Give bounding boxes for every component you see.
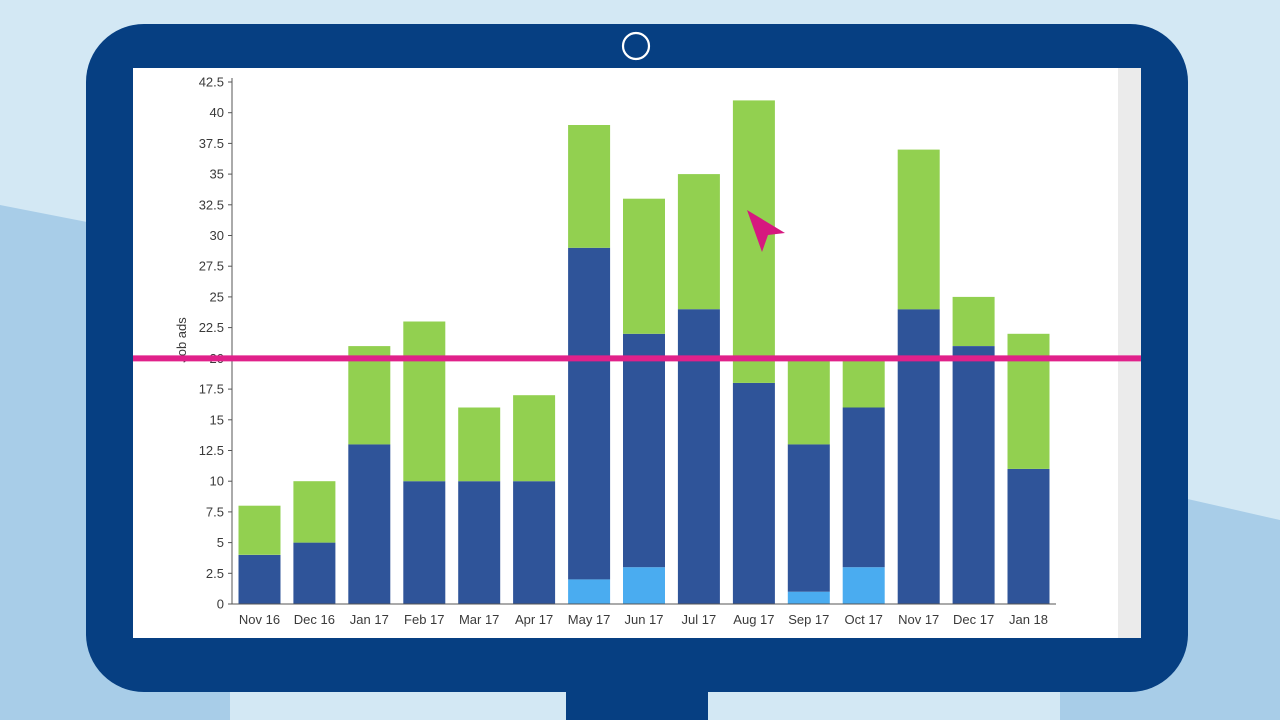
bar-segment-s2-2 — [348, 346, 391, 445]
x-tick-label: May 17 — [568, 612, 611, 627]
x-tick-label: Dec 16 — [294, 612, 335, 627]
x-tick-label: Nov 16 — [239, 612, 280, 627]
pointer-arrow-icon — [747, 210, 785, 252]
bar-segment-s0-7 — [623, 567, 665, 604]
bar-segment-s2-5 — [513, 395, 556, 482]
y-axis-title: Job ads — [174, 317, 189, 363]
bar-segment-s1-7 — [623, 333, 665, 568]
bar-segment-s2-7 — [623, 198, 665, 334]
x-tick-label: Mar 17 — [459, 612, 499, 627]
bar-segment-s1-0 — [238, 554, 281, 604]
bar-segment-s1-1 — [293, 542, 336, 604]
y-tick-label: 42.5 — [199, 75, 224, 90]
y-tick-label: 35 — [210, 167, 224, 182]
bar-segment-s2-4 — [458, 407, 501, 482]
stacked-bar-chart: 02.557.51012.51517.52022.52527.53032.535… — [133, 75, 1141, 627]
bar-segment-s1-4 — [458, 481, 501, 604]
bar-segment-s2-1 — [293, 481, 336, 543]
bar-segment-s2-9 — [732, 100, 775, 383]
bar-segment-s2-6 — [568, 125, 611, 248]
x-axis: Nov 16 Dec 16 Jan 17 Feb 17 Mar 17 Apr 17 May … — [232, 603, 1056, 627]
y-tick-label: 40 — [210, 105, 224, 120]
x-tick-label: Aug 17 — [733, 612, 774, 627]
x-tick-label: Oct 17 — [845, 612, 883, 627]
x-tick-label: Sep 17 — [788, 612, 829, 627]
bar-segment-s1-3 — [403, 481, 446, 604]
bar-segment-s1-5 — [513, 481, 556, 604]
y-tick-label: 27.5 — [199, 259, 224, 274]
y-tick-label: 12.5 — [199, 443, 224, 458]
y-tick-label: 30 — [210, 228, 224, 243]
bar-segment-s0-11 — [842, 567, 885, 604]
y-axis: 02.557.51012.51517.52022.52527.53032.535… — [199, 75, 233, 612]
x-tick-label: Jan 17 — [350, 612, 389, 627]
x-tick-label: Feb 17 — [404, 612, 444, 627]
x-tick-label: Dec 17 — [953, 612, 994, 627]
x-tick-label: Jul 17 — [682, 612, 717, 627]
y-tick-label: 32.5 — [199, 197, 224, 212]
y-tick-label: 15 — [210, 412, 224, 427]
bar-segment-s1-12 — [897, 309, 940, 604]
y-tick-label: 17.5 — [199, 382, 224, 397]
y-tick-label: 2.5 — [206, 566, 224, 581]
x-tick-label: Jan 18 — [1009, 612, 1048, 627]
bar-segment-s0-10 — [787, 591, 830, 604]
bar-segment-s2-11 — [842, 358, 885, 408]
bar-segment-s1-14 — [1007, 468, 1050, 604]
bar-segment-s1-6 — [568, 247, 611, 580]
y-tick-label: 7.5 — [206, 504, 224, 519]
bar-segment-s0-6 — [568, 579, 611, 604]
bar-segment-s2-14 — [1007, 333, 1050, 469]
x-tick-label: Jun 17 — [624, 612, 663, 627]
bar-segment-s1-10 — [787, 444, 830, 592]
bar-segment-s1-8 — [677, 309, 720, 604]
bar-segment-s2-10 — [787, 358, 830, 445]
screen-scrollbar[interactable] — [1118, 68, 1141, 638]
y-tick-label: 37.5 — [199, 136, 224, 151]
chart-bars — [238, 100, 1050, 604]
bar-segment-s2-8 — [677, 174, 720, 310]
y-tick-label: 5 — [217, 535, 224, 550]
bar-segment-s2-12 — [897, 149, 940, 310]
bar-segment-s1-11 — [842, 407, 885, 568]
bar-segment-s1-9 — [732, 382, 775, 604]
y-tick-label: 0 — [217, 597, 224, 612]
x-tick-label: Nov 17 — [898, 612, 939, 627]
bar-segment-s2-3 — [403, 321, 446, 482]
camera-ring-icon — [621, 31, 651, 61]
x-tick-label: Apr 17 — [515, 612, 553, 627]
y-tick-label: 10 — [210, 474, 224, 489]
bar-segment-s1-13 — [952, 346, 995, 604]
y-tick-label: 25 — [210, 289, 224, 304]
bar-segment-s1-2 — [348, 444, 391, 604]
bar-segment-s2-13 — [952, 296, 995, 346]
bar-segment-s2-0 — [238, 505, 281, 555]
y-tick-label: 22.5 — [199, 320, 224, 335]
